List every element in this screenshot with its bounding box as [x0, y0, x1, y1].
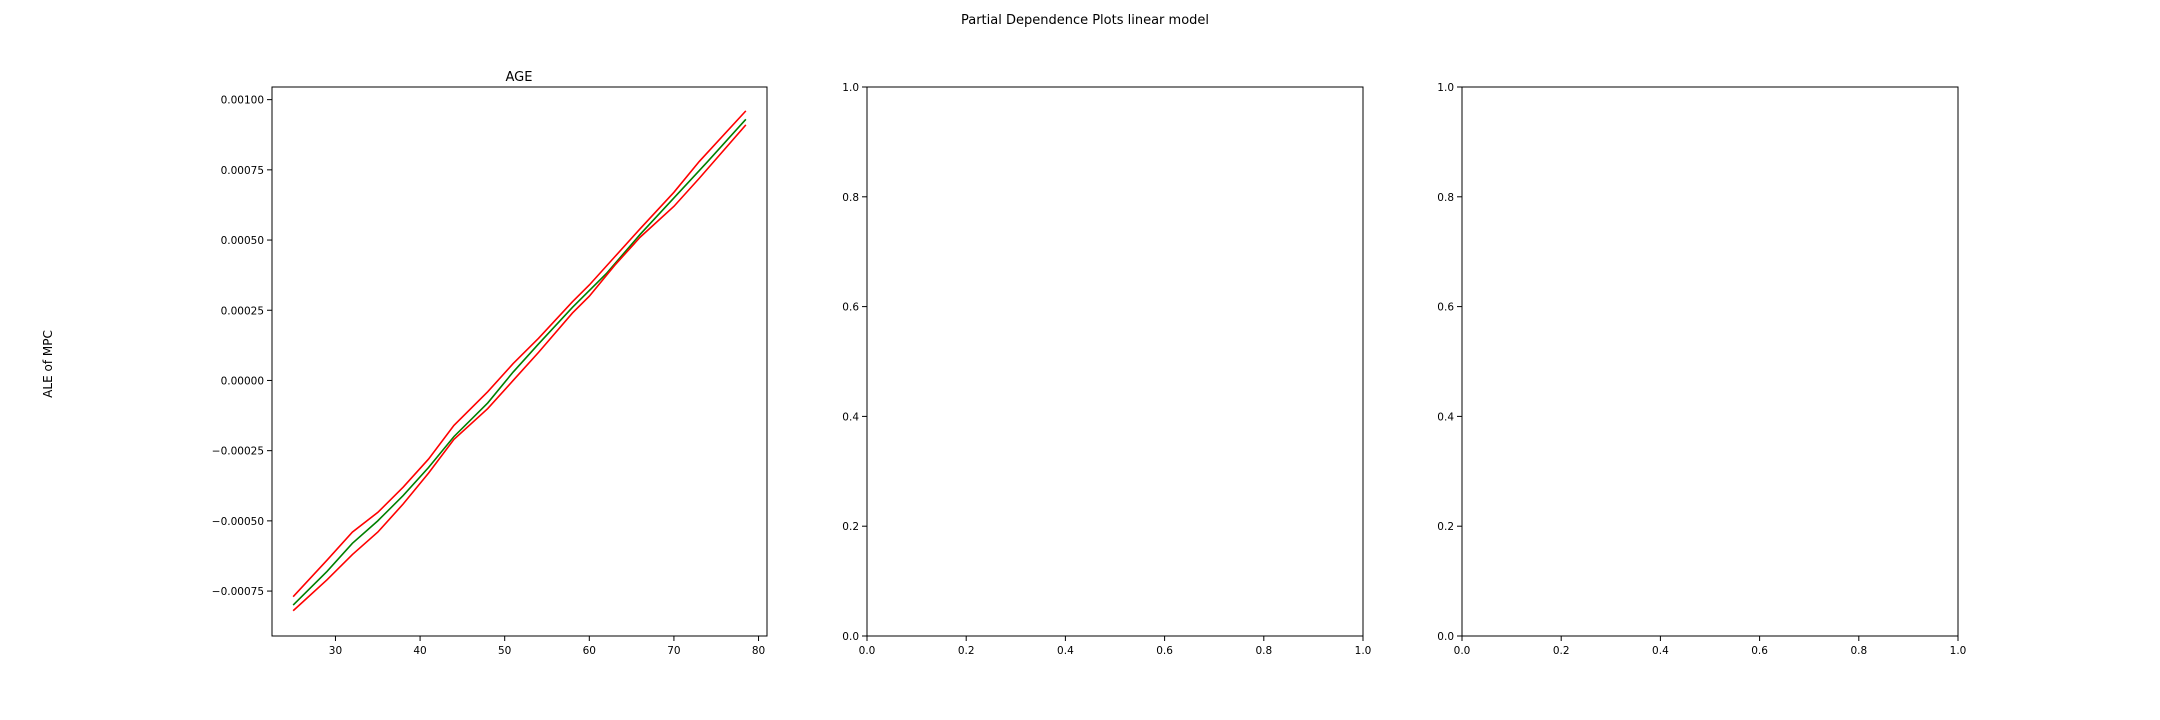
y-tick-label: 0.0 [1437, 631, 1454, 643]
x-tick-label: 0.2 [1553, 645, 1570, 657]
y-tick-label: 0.4 [1437, 411, 1454, 423]
x-tick-label: 0.4 [1057, 645, 1074, 657]
plot-empty-2: 0.0 0.2 0.4 0.6 0.8 1.0 0.0 0.2 0.4 0.6 0.8 1.0 [1437, 82, 1966, 657]
axes-frame [1461, 86, 1959, 637]
y-tick-label: 0.6 [842, 302, 859, 314]
plot-age-title: AGE [506, 70, 533, 85]
y-tick-label: 0.4 [842, 411, 859, 423]
y-tick-label: 0.00000 [221, 375, 264, 387]
x-tick-label: 30 [329, 645, 342, 657]
plot-age: AGE 30 40 50 60 70 80 −0.00075 −0.00050 −0.00025… [212, 70, 768, 657]
x-tick-label: 1.0 [1355, 645, 1372, 657]
x-tick-label: 0.4 [1652, 645, 1669, 657]
series-line-2 [292, 124, 747, 612]
x-tick-label: 0.2 [958, 645, 975, 657]
y-tick-label: −0.00075 [212, 586, 264, 598]
x-tick-label: 60 [583, 645, 596, 657]
y-tick-label: 0.0 [842, 631, 859, 643]
x-tick-label: 40 [413, 645, 426, 657]
series-line-1 [292, 110, 747, 598]
figure-title: Partial Dependence Plots linear model [961, 13, 1209, 28]
x-tick-label: 0.8 [1255, 645, 1272, 657]
x-tick-label: 1.0 [1950, 645, 1967, 657]
figure-ylabel: ALE of MPC [41, 330, 55, 398]
y-tick-label: 1.0 [1437, 82, 1454, 94]
y-tick-label: 0.6 [1437, 302, 1454, 314]
x-tick-label: 70 [667, 645, 680, 657]
y-tick-label: 0.00075 [221, 165, 264, 177]
y-tick-label: 0.00050 [221, 235, 264, 247]
y-tick-label: 1.0 [842, 82, 859, 94]
y-tick-label: 0.2 [1437, 521, 1454, 533]
y-tick-label: 0.8 [842, 192, 859, 204]
x-tick-label: 50 [498, 645, 511, 657]
y-tick-label: −0.00050 [212, 516, 264, 528]
x-tick-label: 80 [752, 645, 765, 657]
y-tick-label: −0.00025 [212, 446, 264, 458]
y-tick-label: 0.00100 [221, 95, 264, 107]
x-tick-label: 0.8 [1850, 645, 1867, 657]
axes-frame [271, 86, 768, 637]
axes-frame [866, 86, 1364, 637]
x-tick-label: 0.6 [1156, 645, 1173, 657]
y-tick-label: 0.2 [842, 521, 859, 533]
y-tick-label: 0.00025 [221, 305, 264, 317]
x-tick-label: 0.0 [1454, 645, 1471, 657]
x-tick-label: 0.6 [1751, 645, 1768, 657]
series-line-0 [292, 118, 747, 606]
y-tick-label: 0.8 [1437, 192, 1454, 204]
plot-empty-1: 0.0 0.2 0.4 0.6 0.8 1.0 0.0 0.2 0.4 0.6 0.8 1.0 [842, 82, 1371, 657]
x-tick-label: 0.0 [859, 645, 876, 657]
